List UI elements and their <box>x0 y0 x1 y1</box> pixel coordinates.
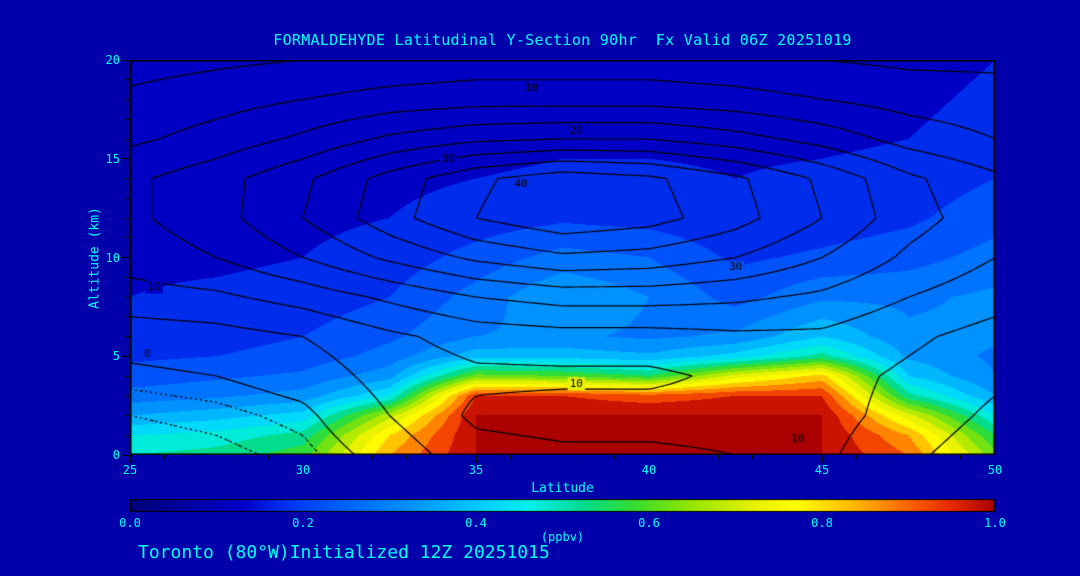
x-axis-tick-label: 40 <box>641 463 657 477</box>
y-axis-tick <box>122 158 130 160</box>
x-axis-minor-tick <box>579 455 581 459</box>
y-axis-tick-label: 5 <box>112 349 120 364</box>
colorbar-canvas <box>130 499 995 512</box>
colorbar-tick-label: 1.0 <box>984 516 1006 530</box>
y-axis-tick <box>122 454 130 456</box>
x-axis-minor-tick <box>406 455 408 459</box>
x-axis-minor-tick <box>683 455 685 459</box>
x-axis-minor-tick <box>198 455 200 459</box>
x-axis-tick <box>648 455 650 463</box>
chart-title: FORMALDEHYDE Latitudinal Y-Section 90hr … <box>273 31 852 49</box>
x-axis-minor-tick <box>510 455 512 459</box>
x-axis-tick-label: 45 <box>814 463 830 477</box>
y-axis-tick <box>122 355 130 357</box>
y-axis-minor-tick <box>126 79 130 81</box>
x-axis-tick <box>994 455 996 463</box>
x-axis-minor-tick <box>371 455 373 459</box>
contour-plot-canvas <box>130 60 995 455</box>
x-axis-minor-tick <box>856 455 858 459</box>
x-axis-tick <box>129 455 131 463</box>
y-axis-minor-tick <box>126 395 130 397</box>
y-axis-minor-tick <box>126 217 130 219</box>
x-axis-minor-tick <box>267 455 269 459</box>
y-axis-minor-tick <box>126 375 130 377</box>
y-axis-minor-tick <box>126 118 130 120</box>
y-axis-minor-tick <box>126 197 130 199</box>
y-axis-tick <box>122 257 130 258</box>
x-axis-title: Latitude <box>531 481 594 496</box>
y-axis-minor-tick <box>126 434 130 436</box>
x-axis-minor-tick <box>337 455 339 459</box>
y-axis-minor-tick <box>126 99 130 100</box>
colorbar-tick-label: 0.0 <box>119 516 141 530</box>
footer-run-info: Toronto (80°W)Initialized 12Z 20251015 <box>138 542 550 563</box>
x-axis-tick-label: 35 <box>468 463 484 477</box>
x-axis-tick-label: 30 <box>295 463 311 477</box>
y-axis-minor-tick <box>126 276 130 278</box>
y-axis-minor-tick <box>126 336 130 337</box>
y-axis-tick-label: 20 <box>105 53 120 67</box>
x-axis-minor-tick <box>959 455 961 459</box>
colorbar-units-label: (ppbv) <box>540 530 585 544</box>
x-axis-minor-tick <box>890 455 892 459</box>
y-axis-tick-label: 10 <box>105 250 120 265</box>
x-axis-minor-tick <box>233 455 235 459</box>
x-axis-minor-tick <box>786 455 788 459</box>
colorbar-tick-label: 0.2 <box>292 516 314 530</box>
colorbar-tick-label: 0.6 <box>638 516 660 530</box>
colorbar-tick-label: 0.8 <box>811 516 833 530</box>
x-axis-tick-label: 50 <box>987 463 1003 477</box>
x-axis-minor-tick <box>544 455 546 459</box>
y-axis-tick-label: 15 <box>105 151 120 166</box>
x-axis-minor-tick <box>613 455 615 459</box>
y-axis-minor-tick <box>126 296 130 298</box>
x-axis-tick-label: 25 <box>122 463 138 477</box>
colorbar-tick-label: 0.4 <box>465 516 487 530</box>
x-axis-minor-tick <box>164 455 166 459</box>
y-axis-minor-tick <box>126 237 130 239</box>
x-axis-minor-tick <box>440 455 442 459</box>
x-axis-minor-tick <box>925 455 927 459</box>
y-axis-minor-tick <box>126 316 130 318</box>
y-axis-minor-tick <box>126 415 130 416</box>
x-axis-minor-tick <box>717 455 719 459</box>
y-axis-tick <box>122 59 130 61</box>
y-axis-minor-tick <box>126 178 130 179</box>
x-axis-tick <box>302 455 304 463</box>
y-axis-minor-tick <box>126 138 130 140</box>
x-axis-minor-tick <box>752 455 754 459</box>
x-axis-tick <box>821 455 823 463</box>
y-axis-tick-label: 0 <box>112 448 120 462</box>
x-axis-tick <box>475 455 477 463</box>
